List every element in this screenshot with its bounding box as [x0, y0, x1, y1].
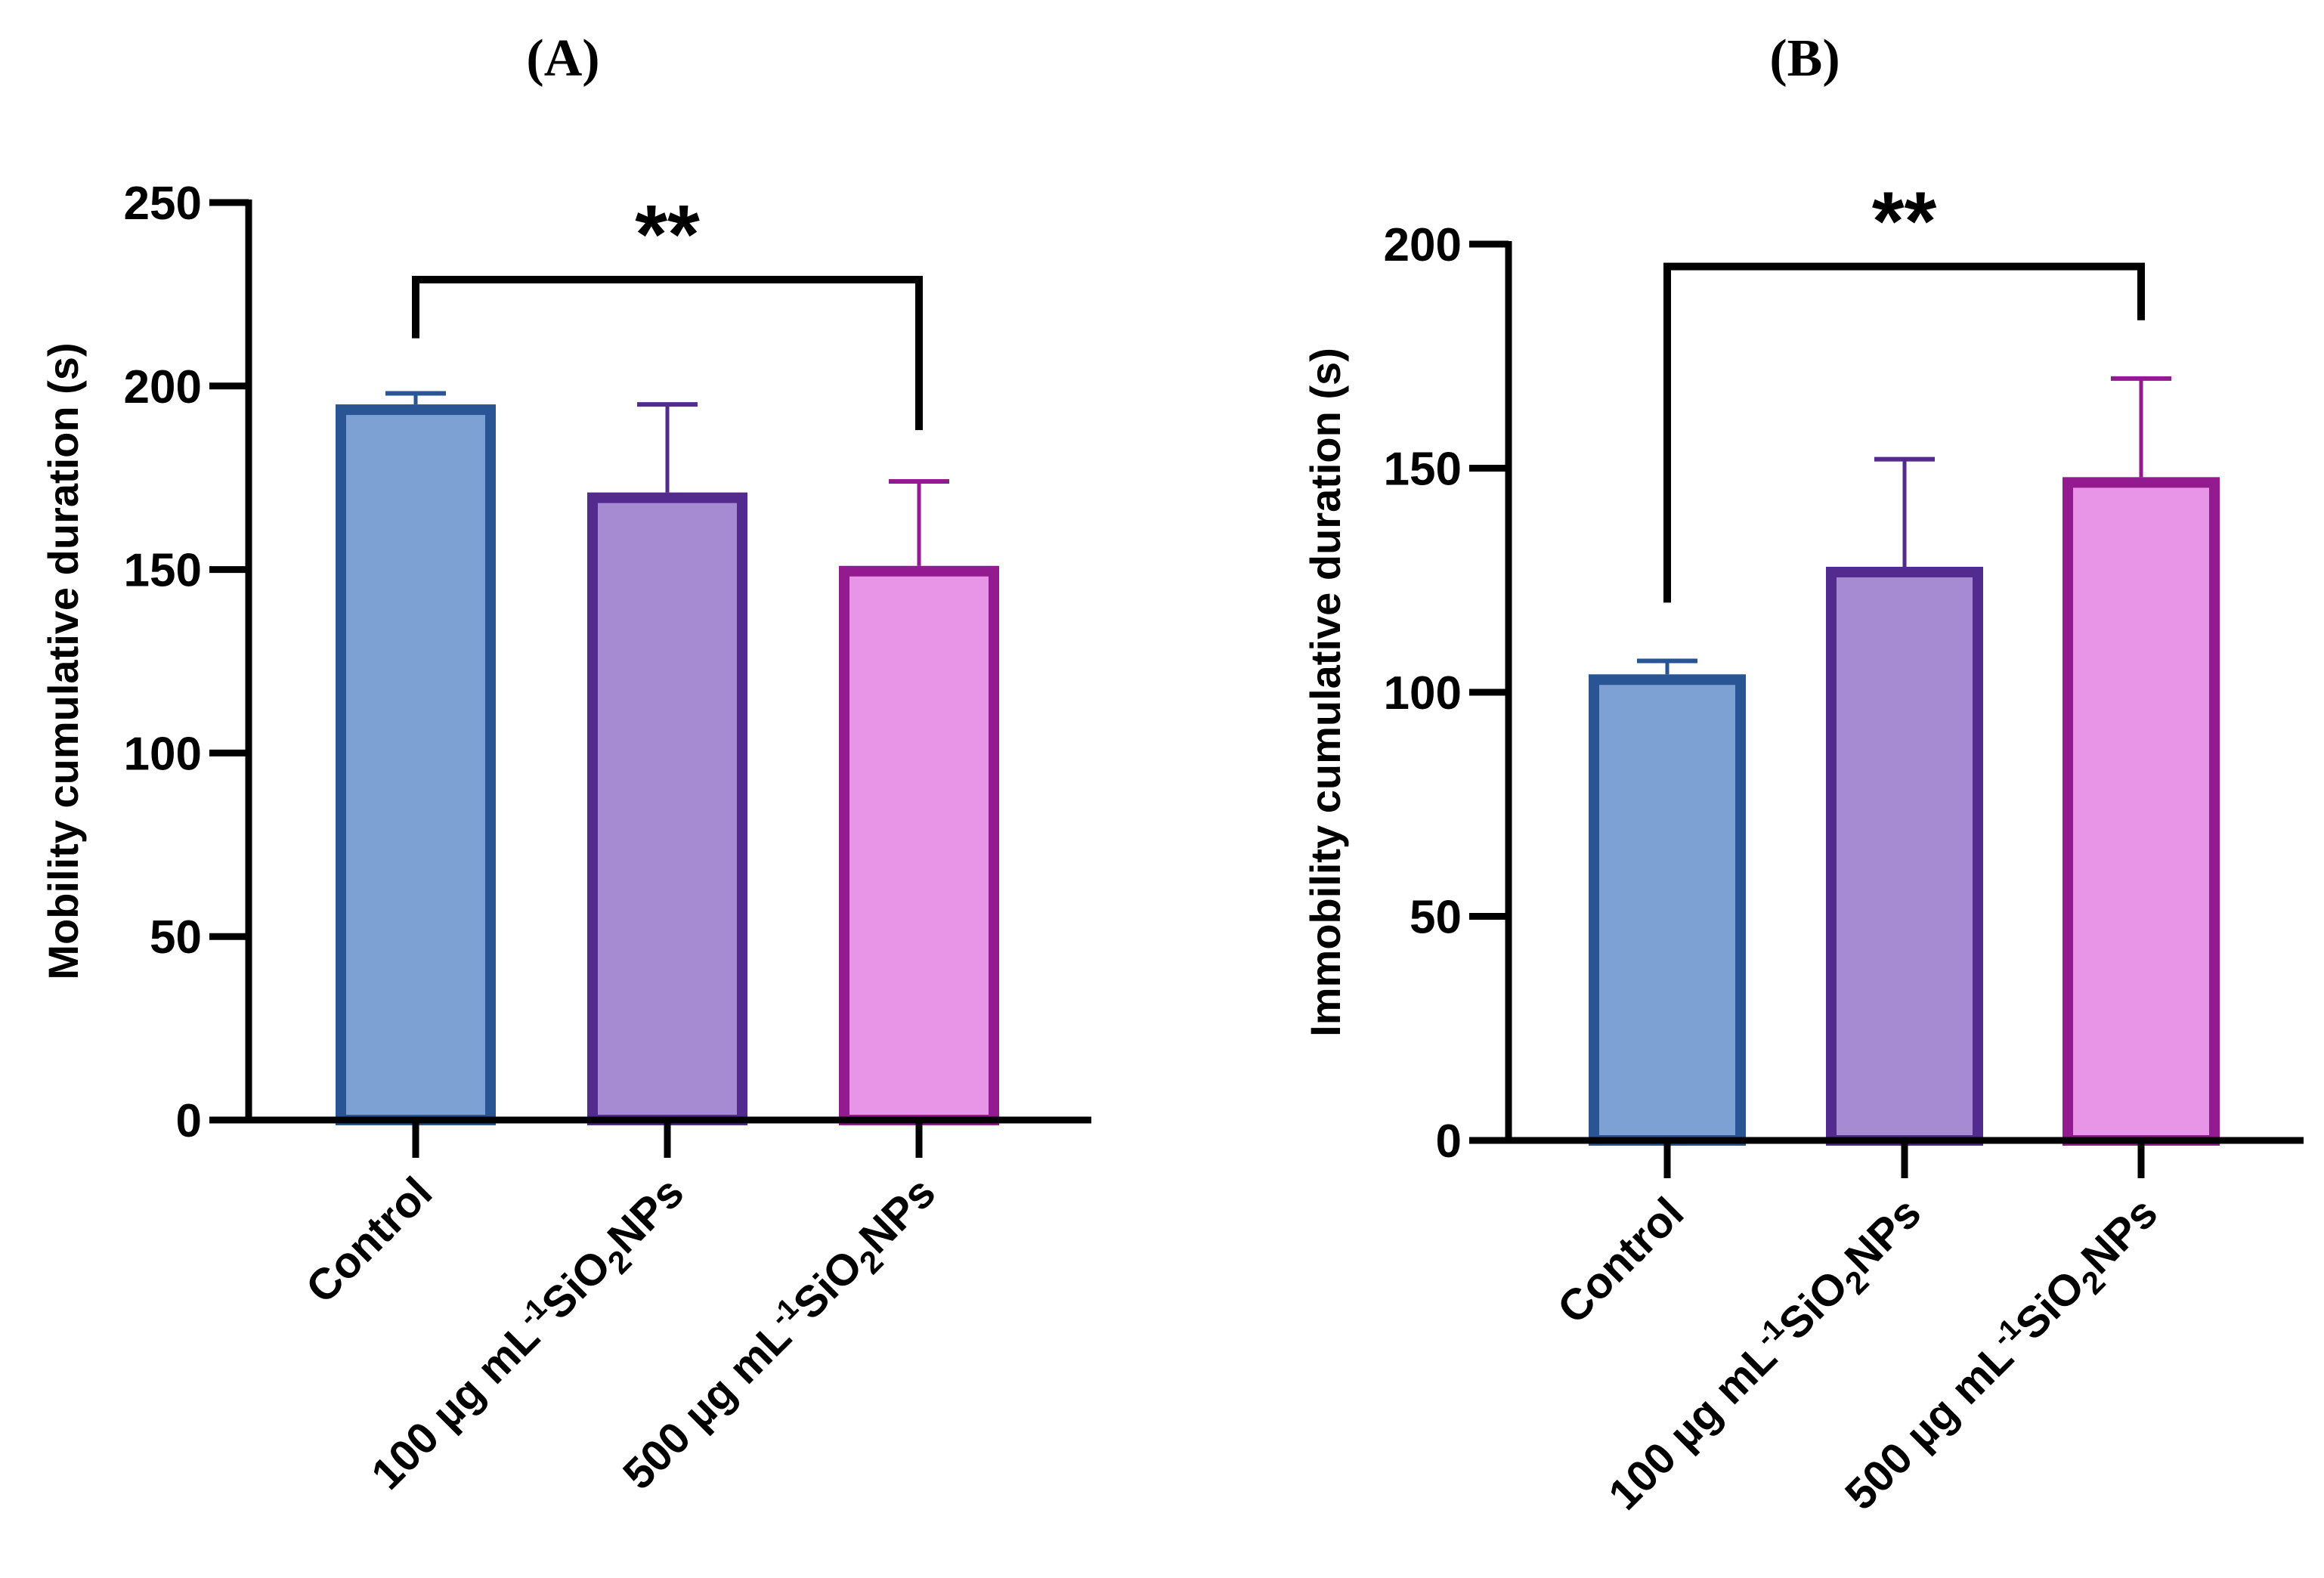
label-part: Control [1548, 1188, 1693, 1333]
y-tick-label: 50 [150, 911, 202, 964]
x-category-label: Control [1548, 1188, 1693, 1333]
y-axis-label: Mobility cumulative duration (s) [39, 342, 87, 979]
significance-stars: ** [635, 188, 700, 281]
significance-bracket [1663, 262, 2145, 603]
y-tick-label: 0 [176, 1095, 202, 1147]
bar [336, 404, 496, 1125]
bar [1589, 674, 1746, 1146]
y-tick-label: 50 [1410, 892, 1462, 944]
significance-stars: ** [1872, 175, 1937, 268]
y-tick-label: 250 [124, 178, 202, 230]
y-tick-label: 150 [124, 545, 202, 597]
panel-label: (B) [1769, 29, 1840, 88]
significance-bracket [412, 275, 923, 431]
y-tick-label: 150 [1384, 444, 1462, 496]
bar [587, 492, 747, 1125]
y-axis-label: Immobility cumulative duration (s) [1301, 348, 1349, 1037]
y-tick-label: 0 [1436, 1115, 1462, 1168]
y-tick-label: 200 [1384, 219, 1462, 271]
label-part: 100 µg mL [362, 1312, 549, 1499]
y-tick-label: 100 [124, 728, 202, 780]
bar [839, 565, 999, 1125]
bar [1826, 566, 1983, 1146]
panel-label: (A) [526, 29, 599, 88]
label-part: 500 µg mL [1836, 1332, 2022, 1519]
label-part: 100 µg mL [1599, 1332, 1786, 1519]
label-part: 500 µg mL [614, 1312, 800, 1499]
x-category-label: Control [296, 1168, 441, 1313]
y-tick-label: 100 [1384, 667, 1462, 719]
bar [2063, 477, 2220, 1146]
label-part: Control [296, 1168, 441, 1313]
y-tick-label: 200 [124, 361, 202, 413]
